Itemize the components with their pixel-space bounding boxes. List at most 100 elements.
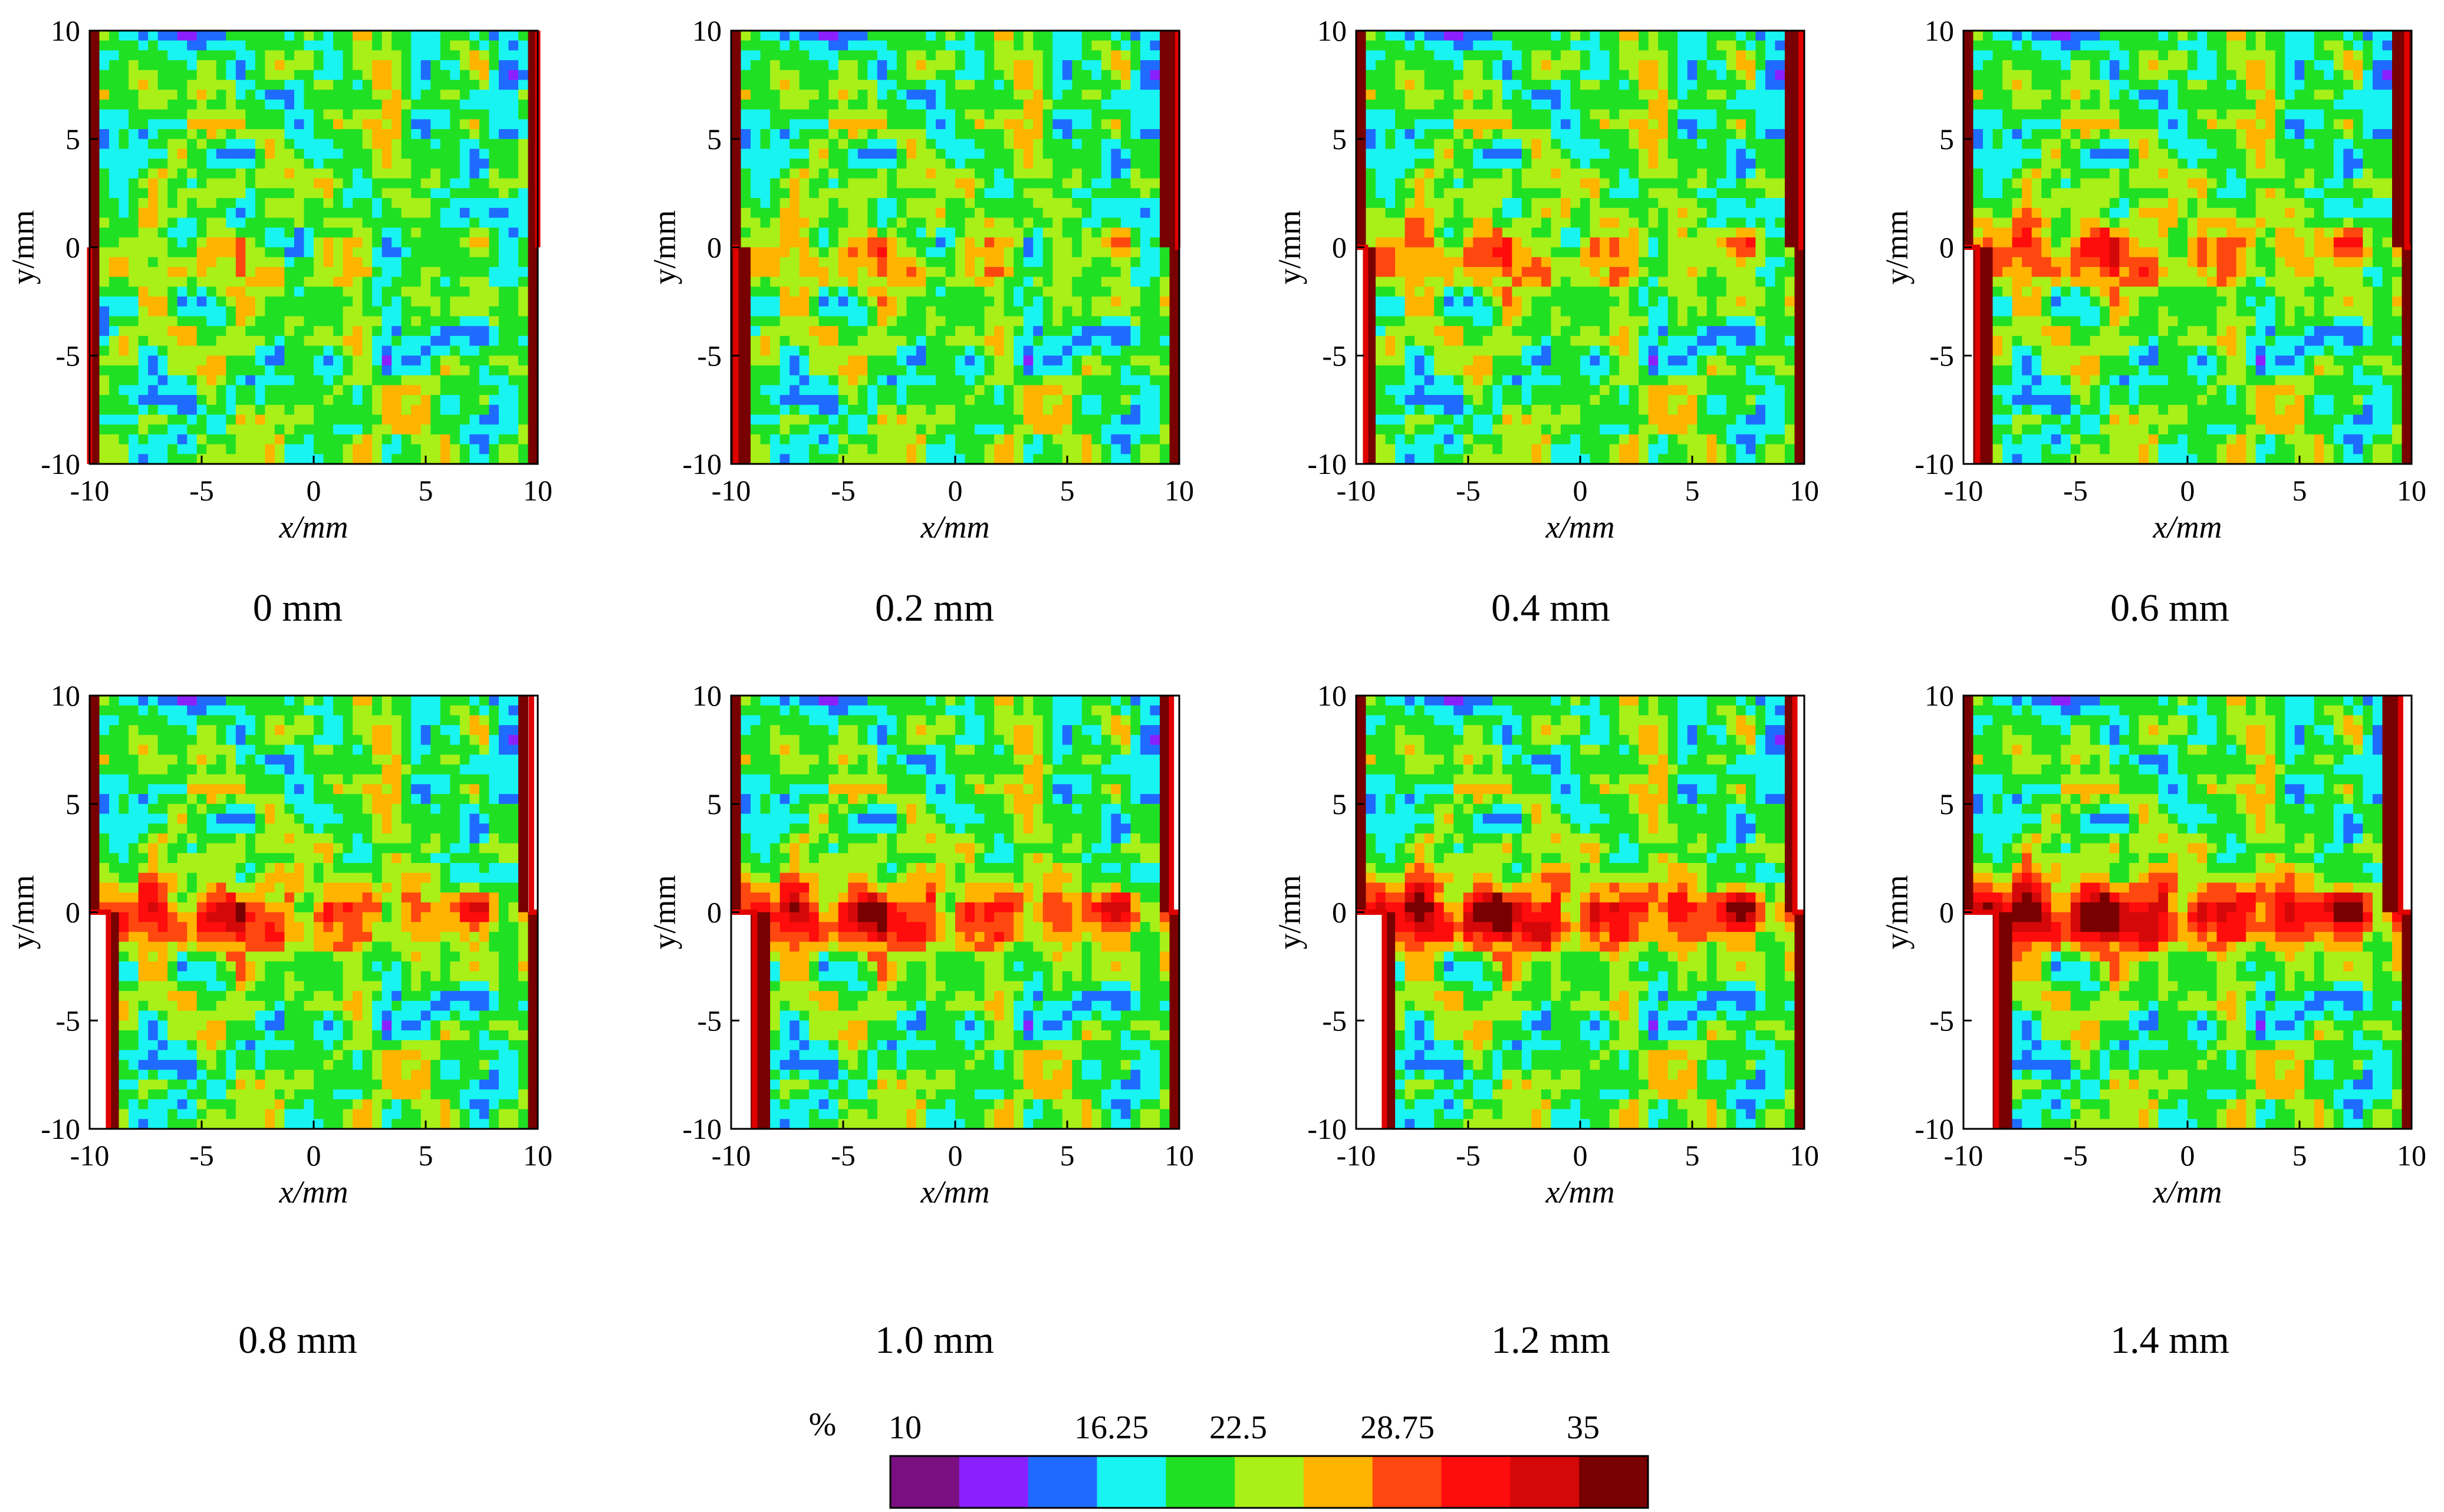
contour-cell <box>790 129 800 140</box>
contour-cell <box>314 316 324 327</box>
contour-cell <box>1570 159 1581 169</box>
contour-cell <box>1755 99 1766 110</box>
contour-cell <box>1120 247 1131 258</box>
contour-cell <box>294 99 305 110</box>
contour-cell <box>935 197 946 209</box>
contour-cell <box>1521 60 1532 71</box>
contour-cell <box>1159 60 1170 71</box>
contour-cell <box>411 119 422 130</box>
contour-cell <box>1648 99 1659 110</box>
contour-cell <box>731 188 742 199</box>
contour-cell <box>857 197 869 209</box>
contour-cell <box>887 119 897 130</box>
contour-cell <box>479 149 490 159</box>
contour-cell <box>274 218 285 228</box>
contour-cell <box>857 188 869 199</box>
contour-cell <box>857 365 869 376</box>
contour-cell <box>1033 31 1044 41</box>
contour-cell <box>838 297 849 307</box>
contour-cell <box>741 178 751 189</box>
contour-cell <box>1130 335 1141 347</box>
contour-cell <box>430 335 441 347</box>
contour-cell <box>528 454 538 465</box>
contour-cell <box>157 109 168 120</box>
contour-cell <box>809 375 820 386</box>
contour-cell <box>945 178 956 189</box>
contour-cell <box>284 50 295 61</box>
contour-cell <box>498 316 509 327</box>
contour-cell <box>779 257 790 268</box>
contour-cell <box>1091 266 1102 278</box>
contour-cell <box>994 31 1005 41</box>
contour-cell <box>420 424 432 435</box>
contour-cell <box>1120 297 1131 307</box>
contour-cell <box>167 188 178 199</box>
contour-cell <box>809 149 820 159</box>
contour-cell <box>1765 188 1776 199</box>
contour-cell <box>818 197 830 209</box>
contour-cell <box>1434 139 1445 150</box>
contour-cell <box>975 335 985 347</box>
contour-cell <box>498 207 509 219</box>
contour-cell <box>906 197 917 209</box>
contour-cell <box>779 159 790 169</box>
contour-cell <box>1101 276 1112 288</box>
contour-cell <box>994 297 1005 307</box>
contour-cell <box>1404 218 1415 228</box>
contour-cell <box>99 266 110 278</box>
contour-cell <box>1473 40 1483 51</box>
contour-cell <box>109 414 120 425</box>
contour-cell <box>887 159 897 169</box>
contour-cell <box>1453 109 1464 120</box>
contour-cell <box>187 168 198 179</box>
contour-cell <box>857 326 869 337</box>
contour-cell <box>304 149 314 159</box>
contour-cell <box>779 119 790 130</box>
contour-cell <box>353 345 363 357</box>
contour-cell <box>1072 365 1083 376</box>
contour-cell <box>848 257 858 268</box>
contour-cell <box>1159 90 1170 100</box>
contour-cell <box>994 404 1005 416</box>
contour-cell <box>926 316 936 327</box>
contour-cell <box>167 149 178 159</box>
contour-cell <box>1091 90 1102 100</box>
contour-cell <box>1706 178 1718 189</box>
contour-cell <box>955 228 966 238</box>
contour-cell <box>226 375 236 386</box>
contour-cell <box>450 335 460 347</box>
contour-cell <box>1052 40 1063 51</box>
contour-cell <box>1120 129 1131 140</box>
contour-cell <box>177 188 188 199</box>
contour-cell <box>867 70 878 81</box>
contour-cell <box>1101 286 1112 297</box>
contour-cell <box>508 365 519 376</box>
contour-cell <box>255 385 266 396</box>
contour-cell <box>799 149 810 159</box>
contour-cell <box>1726 70 1737 81</box>
contour-cell <box>741 70 751 81</box>
contour-cell <box>177 404 188 416</box>
contour-cell <box>1619 168 1630 179</box>
contour-cell <box>1081 70 1093 81</box>
contour-cell <box>528 434 538 445</box>
contour-cell <box>265 70 275 81</box>
contour-cell <box>1551 80 1561 91</box>
contour-cell <box>1521 119 1532 130</box>
contour-cell <box>828 207 839 219</box>
contour-cell <box>1473 109 1483 120</box>
contour-cell <box>779 297 790 307</box>
contour-cell <box>877 257 888 268</box>
contour-cell <box>916 375 927 386</box>
contour-cell <box>138 306 149 317</box>
contour-cell <box>129 90 139 100</box>
contour-cell <box>1736 178 1746 189</box>
contour-cell <box>760 257 771 268</box>
contour-cell <box>1443 50 1455 61</box>
contour-cell <box>392 237 402 248</box>
contour-cell <box>867 286 878 297</box>
contour-cell <box>401 90 412 100</box>
contour-cell <box>167 247 178 258</box>
contour-cell <box>896 139 907 150</box>
contour-cell <box>1424 159 1435 169</box>
